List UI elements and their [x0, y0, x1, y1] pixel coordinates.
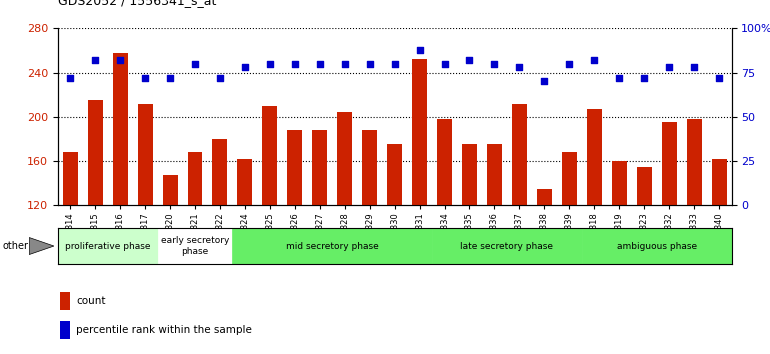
Bar — [687, 119, 701, 338]
Bar — [62, 152, 78, 338]
Bar — [437, 119, 452, 338]
Bar — [432, 228, 582, 264]
Bar — [362, 130, 377, 338]
Bar — [711, 159, 727, 338]
Bar — [233, 228, 432, 264]
Text: count: count — [76, 296, 105, 306]
Point — [339, 61, 351, 67]
Bar — [60, 292, 70, 310]
Polygon shape — [29, 238, 54, 255]
Point — [688, 64, 700, 70]
Bar — [462, 144, 477, 338]
Point — [514, 64, 526, 70]
Bar — [313, 130, 327, 338]
Bar — [611, 161, 627, 338]
Bar — [587, 109, 601, 338]
Point — [638, 75, 651, 81]
Point — [239, 64, 251, 70]
Text: proliferative phase: proliferative phase — [65, 241, 150, 251]
Text: other: other — [2, 241, 28, 251]
Bar — [88, 100, 102, 338]
Point — [64, 75, 76, 81]
Point — [438, 61, 450, 67]
Point — [563, 61, 575, 67]
Text: late secretory phase: late secretory phase — [460, 241, 554, 251]
Point — [363, 61, 376, 67]
Point — [663, 64, 675, 70]
Point — [713, 75, 725, 81]
Point — [464, 57, 476, 63]
Bar — [412, 59, 427, 338]
Text: ambiguous phase: ambiguous phase — [617, 241, 697, 251]
Point — [263, 61, 276, 67]
Bar — [158, 228, 233, 264]
Point — [214, 75, 226, 81]
Bar — [188, 152, 203, 338]
Bar — [562, 152, 577, 338]
Point — [413, 47, 426, 52]
Point — [538, 79, 551, 84]
Bar — [162, 176, 178, 338]
Point — [89, 57, 102, 63]
Point — [388, 61, 400, 67]
Bar — [237, 159, 253, 338]
Point — [114, 57, 126, 63]
Point — [488, 61, 500, 67]
Bar — [512, 103, 527, 338]
Bar — [60, 321, 70, 339]
Text: GDS2052 / 1556341_s_at: GDS2052 / 1556341_s_at — [58, 0, 216, 7]
Bar — [537, 189, 552, 338]
Bar — [661, 122, 677, 338]
Text: mid secretory phase: mid secretory phase — [286, 241, 379, 251]
Text: early secretory
phase: early secretory phase — [161, 236, 229, 256]
Point — [289, 61, 301, 67]
Point — [139, 75, 151, 81]
Point — [164, 75, 176, 81]
Text: percentile rank within the sample: percentile rank within the sample — [76, 325, 252, 335]
Bar — [487, 144, 502, 338]
Point — [588, 57, 601, 63]
Bar — [138, 103, 152, 338]
Point — [613, 75, 625, 81]
Bar — [263, 106, 277, 338]
Bar — [58, 228, 158, 264]
Point — [189, 61, 201, 67]
Bar — [637, 167, 651, 338]
Bar — [213, 139, 227, 338]
Bar — [112, 53, 128, 338]
Bar — [287, 130, 303, 338]
Bar — [582, 228, 732, 264]
Bar — [337, 113, 352, 338]
Point — [313, 61, 326, 67]
Bar — [387, 144, 402, 338]
